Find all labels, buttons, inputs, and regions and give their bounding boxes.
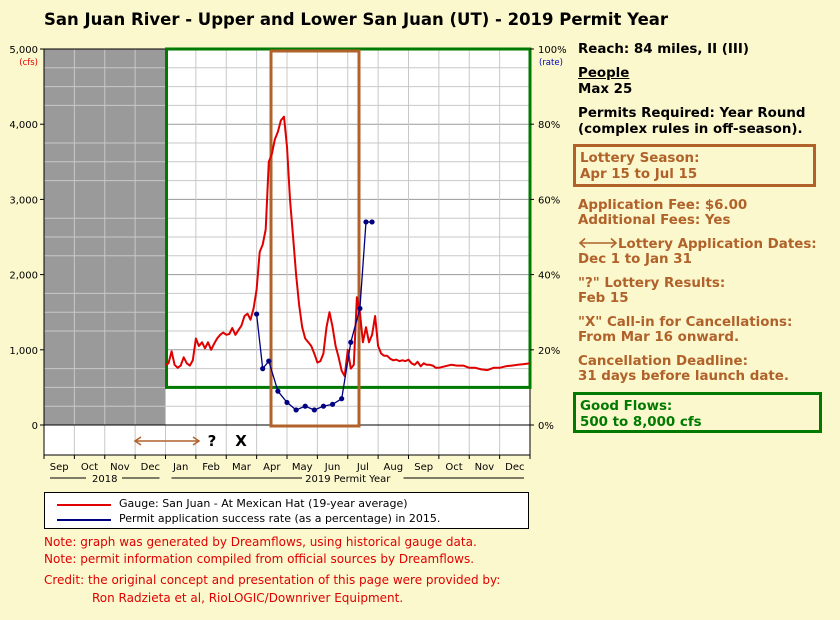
x-axis-month-label: Feb [202, 462, 220, 473]
year-group-label: 2018 [92, 474, 117, 485]
left-axis-tick-label: 2,000 [9, 271, 38, 282]
left-axis-tick-label: 1,000 [9, 346, 38, 357]
permit-rate-point [254, 311, 260, 317]
x-axis-month-label: Jan [172, 462, 188, 473]
permit-rate-point [369, 219, 375, 225]
people-value: Max 25 [578, 82, 633, 97]
left-axis-tick-label: 0 [32, 421, 38, 432]
arrow-head-right [192, 436, 201, 446]
x-axis-month-label: Nov [475, 462, 495, 473]
right-axis-tick-label: 100% [538, 45, 567, 56]
application-fee: Application Fee: $6.00 [578, 198, 748, 213]
right-axis-tick-label: 60% [538, 195, 560, 206]
left-axis-tick-label: 3,000 [9, 195, 38, 206]
callin-value: From Mar 16 onward. [578, 330, 740, 345]
application-dates-heading: Lottery Application Dates: [618, 237, 817, 252]
left-axis-tick-label: 5,000 [9, 45, 38, 56]
lottery-season-region [269, 49, 361, 428]
permit-rate-point [293, 407, 299, 413]
left-axis-unit: (cfs) [19, 58, 38, 68]
people-heading: People [578, 66, 630, 81]
permits-text: Permits Required: Year Round [578, 106, 806, 121]
note-line: Note: graph was generated by Dreamflows,… [44, 535, 477, 549]
left-axis-tick-label: 4,000 [9, 120, 38, 131]
x-axis-month-label: Aug [384, 462, 404, 473]
x-axis-month-label: Dec [141, 462, 160, 473]
right-axis-unit: (rate) [539, 58, 563, 68]
x-axis-month-label: Jun [324, 462, 341, 473]
credit-line: Credit: the original concept and present… [44, 573, 501, 587]
permit-rate-point [329, 401, 336, 407]
year-group-label: 2019 Permit Year [305, 474, 391, 485]
legend-swatch-red [57, 504, 111, 506]
permit-rate-point [357, 305, 363, 312]
results-heading: "?" Lottery Results: [578, 276, 726, 291]
permit-rate-point [275, 388, 281, 394]
page-title: San Juan River - Upper and Lower San Jua… [44, 10, 669, 29]
right-axis-tick-label: 80% [538, 120, 560, 131]
cancellation-value: 31 days before launch date. [578, 369, 789, 384]
gauge-flow-line [165, 115, 531, 378]
right-axis-tick-label: 40% [538, 271, 560, 282]
good-flows-region [165, 47, 532, 389]
callin-heading: "X" Call-in for Cancellations: [578, 315, 793, 330]
good-flows-value: 500 to 8,000 cfs [580, 415, 702, 430]
results-value: Feb 15 [578, 291, 629, 306]
legend-label: Gauge: San Juan - At Mexican Hat (19-yea… [119, 497, 408, 510]
cancellation-heading: Cancellation Deadline: [578, 354, 748, 369]
arrow-head-left [133, 436, 142, 446]
application-dates-value: Dec 1 to Jan 31 [578, 252, 692, 267]
permit-rate-point [320, 403, 327, 409]
application-dates-heading-row: Lottery Application Dates: [578, 237, 817, 253]
x-axis-month-label: Oct [445, 462, 462, 473]
right-axis-tick-label: 20% [538, 346, 560, 357]
x-axis-month-label: Dec [505, 462, 524, 473]
permits-note: (complex rules in off-season). [578, 122, 803, 137]
chart-legend: Gauge: San Juan - At Mexican Hat (19-yea… [44, 492, 529, 529]
x-axis-month-label: Apr [263, 462, 281, 473]
permit-rate-point [363, 219, 369, 225]
permit-rate-point [348, 339, 354, 345]
lottery-season-value: Apr 15 to Jul 15 [580, 167, 698, 182]
good-flows-box: Good Flows: 500 to 8,000 cfs [573, 392, 822, 433]
legend-label: Permit application success rate (as a pe… [119, 512, 441, 525]
permit-rate-point [302, 403, 308, 409]
right-axis-tick-label: 0% [538, 421, 554, 432]
note-line: Note: permit information compiled from o… [44, 552, 475, 566]
reach-text: Reach: 84 miles, II (III) [578, 42, 749, 57]
results-marker: ? [208, 432, 217, 450]
x-axis-month-label: Nov [110, 462, 130, 473]
credit-line: Ron Radzieta et al, RioLOGIC/Downriver E… [92, 591, 404, 605]
additional-fees: Additional Fees: Yes [578, 213, 731, 228]
x-axis-month-label: Sep [414, 462, 433, 473]
permit-rate-point [339, 396, 345, 402]
lottery-season-heading: Lottery Season: [580, 151, 700, 166]
legend-swatch-blue [57, 519, 111, 521]
permit-rate-point [284, 399, 290, 406]
x-axis-month-label: Oct [81, 462, 98, 473]
lottery-season-box: Lottery Season: Apr 15 to Jul 15 [573, 144, 816, 187]
permit-rate-point [266, 358, 272, 364]
x-axis-month-label: Sep [50, 462, 69, 473]
permit-rate-point [260, 366, 266, 372]
callin-marker: X [235, 432, 247, 450]
double-arrow-icon [578, 237, 618, 249]
x-axis-month-label: May [292, 462, 313, 473]
x-axis-month-label: Mar [232, 462, 252, 473]
x-axis-month-label: Jul [356, 462, 369, 473]
permit-rate-point [311, 407, 317, 413]
good-flows-heading: Good Flows: [580, 399, 673, 414]
